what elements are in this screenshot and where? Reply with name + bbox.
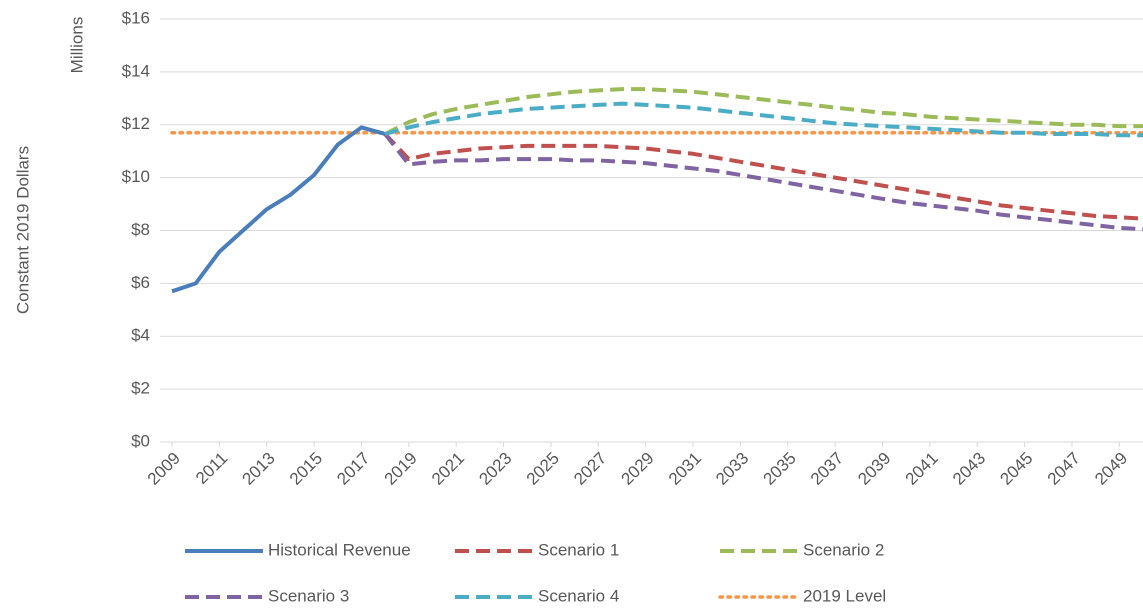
x-tick-label: 2037 — [807, 449, 847, 489]
y-tick-label: $4 — [131, 326, 150, 345]
x-tick-label: 2021 — [428, 449, 468, 489]
y-tick-label: $14 — [122, 61, 150, 80]
y-tick-label: $8 — [131, 220, 150, 239]
x-tick-label: 2023 — [475, 449, 515, 489]
x-tick-label: 2029 — [617, 449, 657, 489]
x-tick-label: 2035 — [760, 449, 800, 489]
x-tick-label: 2027 — [570, 449, 610, 489]
x-tick-label: 2049 — [1091, 449, 1131, 489]
legend-label: Scenario 2 — [803, 540, 884, 559]
x-tick-label: 2033 — [712, 449, 752, 489]
legend-label: 2019 Level — [803, 586, 886, 605]
x-tick-label: 2009 — [144, 449, 184, 489]
x-tick-label: 2047 — [1044, 449, 1084, 489]
legend-label: Scenario 3 — [268, 586, 349, 605]
y-tick-label: $0 — [131, 431, 150, 450]
y-tick-label: $2 — [131, 379, 150, 398]
x-tick-label: 2031 — [665, 449, 705, 489]
x-tick-label: 2013 — [239, 449, 279, 489]
legend-label: Scenario 4 — [538, 586, 619, 605]
x-tick-label: 2011 — [192, 449, 231, 488]
x-tick-label: 2041 — [902, 449, 942, 489]
x-tick-label: 2043 — [949, 449, 989, 489]
y-tick-label: $16 — [122, 8, 150, 27]
y-tick-label: $12 — [122, 114, 150, 133]
x-tick-label: 2039 — [854, 449, 894, 489]
x-tick-label: 2019 — [381, 449, 421, 489]
x-tick-label: 2045 — [996, 449, 1036, 489]
y-tick-label: $6 — [131, 273, 150, 292]
legend-label: Historical Revenue — [268, 540, 411, 559]
x-tick-label: 2025 — [523, 449, 563, 489]
legend-label: Scenario 1 — [538, 540, 619, 559]
series-line — [171, 125, 386, 294]
y-axis-unit: Millions — [67, 17, 86, 74]
series-line — [383, 132, 1143, 232]
series-line — [384, 101, 1143, 138]
x-tick-label: 2015 — [286, 449, 326, 489]
series-line — [384, 87, 1143, 136]
series-line — [383, 132, 1143, 221]
y-axis-title: Constant 2019 Dollars — [13, 146, 32, 314]
x-tick-label: 2017 — [333, 449, 373, 489]
y-tick-label: $10 — [122, 167, 150, 186]
